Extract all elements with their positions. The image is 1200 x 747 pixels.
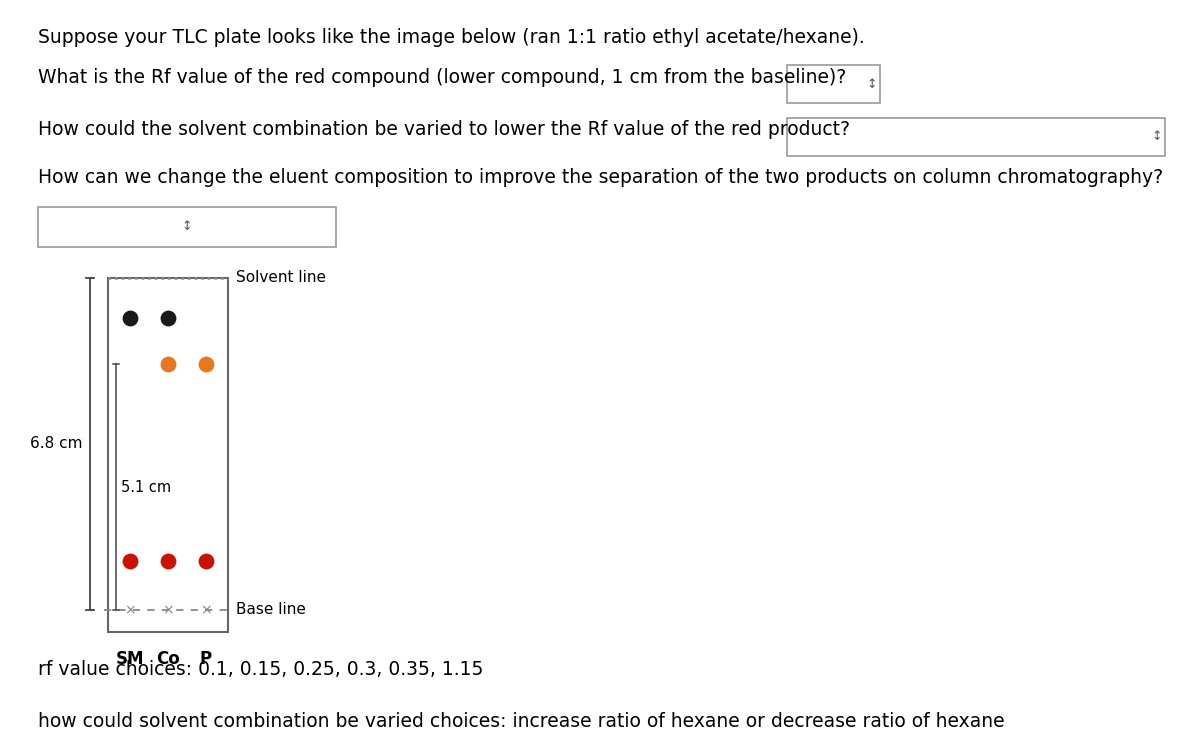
Text: How can we change the eluent composition to improve the separation of the two pr: How can we change the eluent composition… [38,168,1163,187]
Text: ↕: ↕ [866,78,877,90]
Text: 5.1 cm: 5.1 cm [121,480,172,495]
Text: ×: × [124,603,136,617]
Text: ↕: ↕ [181,220,192,234]
Point [158,359,178,371]
Point [197,555,216,567]
Text: How could the solvent combination be varied to lower the Rf value of the red pro: How could the solvent combination be var… [38,120,850,139]
Bar [108,278,228,632]
Point [197,359,216,371]
Point [158,311,178,323]
Text: 6.8 cm: 6.8 cm [30,436,82,451]
Text: Base line: Base line [236,603,306,618]
Text: rf value choices: 0.1, 0.15, 0.25, 0.3, 0.35, 1.15: rf value choices: 0.1, 0.15, 0.25, 0.3, … [38,660,484,679]
Point [120,311,139,323]
Text: P: P [200,650,212,668]
Bar [787,65,880,103]
Text: ×: × [200,603,212,617]
Text: Suppose your TLC plate looks like the image below (ran 1:1 ratio ethyl acetate/h: Suppose your TLC plate looks like the im… [38,28,865,47]
Text: What is the Rf value of the red compound (lower compound, 1 cm from the baseline: What is the Rf value of the red compound… [38,68,846,87]
Bar [787,118,1165,156]
Text: Solvent line: Solvent line [236,270,326,285]
Text: Co: Co [156,650,180,668]
Point [158,555,178,567]
Text: ×: × [162,603,174,617]
Text: how could solvent combination be varied choices: increase ratio of hexane or dec: how could solvent combination be varied … [38,712,1004,731]
Text: ↕: ↕ [1152,131,1163,143]
Bar [38,207,336,247]
Text: SM: SM [115,650,144,668]
Point [120,555,139,567]
